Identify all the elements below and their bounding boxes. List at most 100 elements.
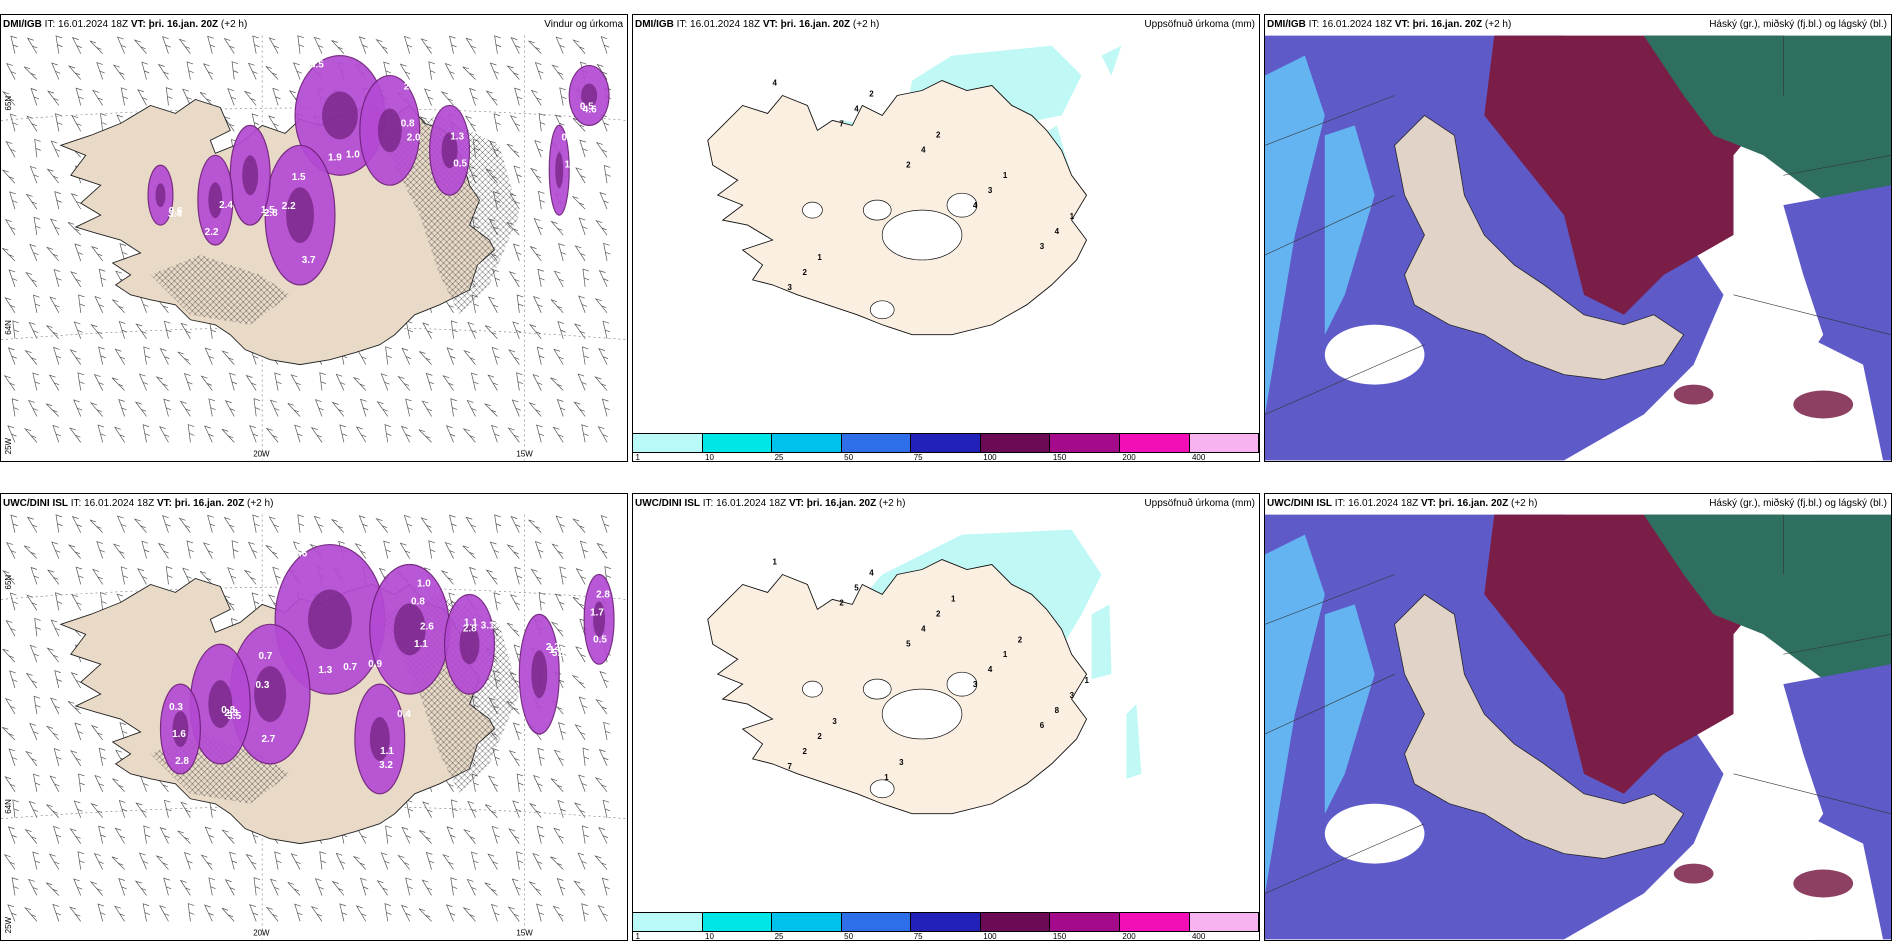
init-time: IT: 16.01.2024 18Z — [44, 19, 129, 30]
low-cloud-light — [1265, 534, 1325, 894]
precip-value-label: 7 — [839, 119, 844, 128]
lat-label: 64N — [4, 320, 13, 335]
precip-value-label: 4 — [921, 145, 926, 154]
precip-value-label: 2.2 — [546, 642, 560, 653]
precip-core — [377, 108, 402, 153]
precip-value-label: 0.5 — [593, 634, 607, 645]
colorbar-segment — [911, 434, 981, 452]
iceland-land — [1394, 593, 1685, 859]
precip-core — [555, 152, 564, 189]
panel-header: DMI/IGB IT: 16.01.2024 18Z VT: þri. 16.j… — [1, 15, 627, 35]
precip-value-label: 0.5 — [580, 101, 594, 112]
precip-core — [321, 91, 358, 140]
precip-value-label: 1 — [1070, 212, 1075, 221]
precip-value-label: 1.3 — [450, 131, 464, 142]
precip-value-label: 3 — [1070, 691, 1075, 700]
precip-value-label: 4 — [973, 201, 978, 210]
precip-value-label: 1.4 — [549, 645, 563, 656]
icecap — [881, 688, 963, 740]
colorbar-ticks: 1 10 25 50 75 100 150 200 400 — [633, 453, 1259, 462]
icecap — [802, 680, 823, 698]
precip-value-label: 2 — [802, 747, 807, 756]
lon-label: 20W — [253, 928, 270, 937]
panel-header: DMI/IGB IT: 16.01.2024 18Z VT: þri. 16.j… — [633, 15, 1259, 35]
model-name: UWC/DINI ISL — [635, 498, 700, 509]
model-name: DMI/IGB — [1267, 19, 1306, 30]
precip-core — [172, 711, 189, 747]
lead-time: (+2 h) — [247, 498, 274, 509]
init-time: IT: 16.01.2024 18Z — [70, 498, 155, 509]
graticule — [1, 514, 627, 940]
clear-area — [1324, 803, 1425, 864]
precip-colorbar — [633, 912, 1259, 932]
precip-value-label: 6 — [1040, 721, 1045, 730]
precip-value-label: 1 — [1085, 676, 1090, 685]
iceland-land — [707, 80, 1088, 336]
colorbar-tick-label: 200 — [1122, 932, 1136, 941]
precip-core — [308, 589, 352, 650]
precip-value-label: 4 — [1055, 227, 1060, 236]
precip-value-label: 2 — [906, 160, 911, 169]
model-name: UWC/DINI ISL — [3, 498, 68, 509]
hatch-region — [379, 115, 520, 315]
precip-area — [1126, 704, 1142, 779]
precip-value-label: 1 — [817, 253, 822, 262]
colorbar-segment — [702, 434, 773, 452]
colorbar-segment — [911, 913, 981, 931]
cloud-cover-map — [1265, 35, 1891, 461]
high-cloud-patch — [1793, 869, 1854, 898]
precip-value-label: 2 — [839, 598, 844, 607]
precip-value-label: 2.7 — [262, 734, 276, 745]
colorbar-tick-label: 10 — [705, 932, 714, 941]
low-cloud-light — [1265, 55, 1325, 415]
precip-value-label: 2.6 — [420, 621, 434, 632]
icecap — [802, 201, 823, 219]
precip-value-label: 0.7 — [343, 662, 357, 673]
precip-value-label: 0.8 — [411, 596, 425, 607]
precip-value-label: 1.1 — [414, 639, 428, 650]
colorbar-segment — [841, 434, 912, 452]
lead-time: (+2 h) — [879, 498, 906, 509]
grid-lines — [1265, 514, 1891, 894]
precip-value-label: 1.6 — [172, 729, 186, 740]
model-name: DMI/IGB — [3, 19, 42, 30]
precip-value-label: 0.4 — [397, 709, 411, 720]
lead-time: (+2 h) — [852, 19, 880, 30]
precip-value-label: 4 — [854, 104, 859, 113]
colorbar-tick-label: 10 — [705, 453, 714, 462]
panel-title: Uppsöfnuð úrkoma (mm) — [1144, 19, 1255, 30]
precip-value-label: 4 — [773, 79, 778, 88]
lead-time: (+2 h) — [1484, 19, 1512, 30]
high-cloud-patch — [1793, 390, 1854, 419]
colorbar-tick-label: 400 — [1191, 453, 1206, 462]
precip-value-label: 3 — [832, 717, 837, 726]
precip-colorbar — [633, 433, 1259, 453]
lon-label: 20W — [253, 449, 270, 458]
colorbar-segment — [841, 913, 912, 931]
icecap — [862, 678, 892, 700]
precip-value-label: 1.5 — [292, 172, 306, 183]
precip-value-label: 2 — [802, 268, 807, 277]
model-name: UWC/DINI ISL — [1267, 498, 1332, 509]
precip-value-label: 2.8 — [596, 589, 610, 600]
precip-value-label: 2.3 — [224, 708, 238, 719]
precip-core — [254, 666, 287, 723]
precip-value-label: 0.9 — [368, 659, 382, 670]
panel-title: Vindur og úrkoma — [544, 19, 623, 30]
precip-core — [393, 603, 426, 656]
panel-cloud-dmi: DMI/IGB IT: 16.01.2024 18Z VT: þri. 16.j… — [1264, 14, 1892, 462]
colorbar-segment — [1119, 913, 1190, 931]
precip-core — [286, 187, 314, 244]
precip-value-label: 3.5 — [310, 60, 324, 71]
wind-precip-map: 0.6 2.6 2.7 3.5 2.8 2.8 5.1 2.8 3.2 1.3 1.0 0.7 2.3 1… — [1, 514, 627, 940]
low-cloud-light — [1324, 604, 1375, 814]
precip-value-label: 1.1 — [464, 617, 478, 628]
colorbar-segment — [1189, 913, 1259, 931]
precip-value-label: 3 — [973, 680, 978, 689]
precip-value-label: 0.5 — [453, 158, 467, 169]
panel-title: Háský (gr.), miðský (fj.bl.) og lágský (… — [1709, 19, 1887, 30]
panel-header: UWC/DINI ISL IT: 16.01.2024 18Z VT: þri.… — [1, 494, 627, 514]
precip-value-label: 0.6 — [293, 549, 307, 560]
colorbar-tick-label: 25 — [774, 453, 784, 462]
